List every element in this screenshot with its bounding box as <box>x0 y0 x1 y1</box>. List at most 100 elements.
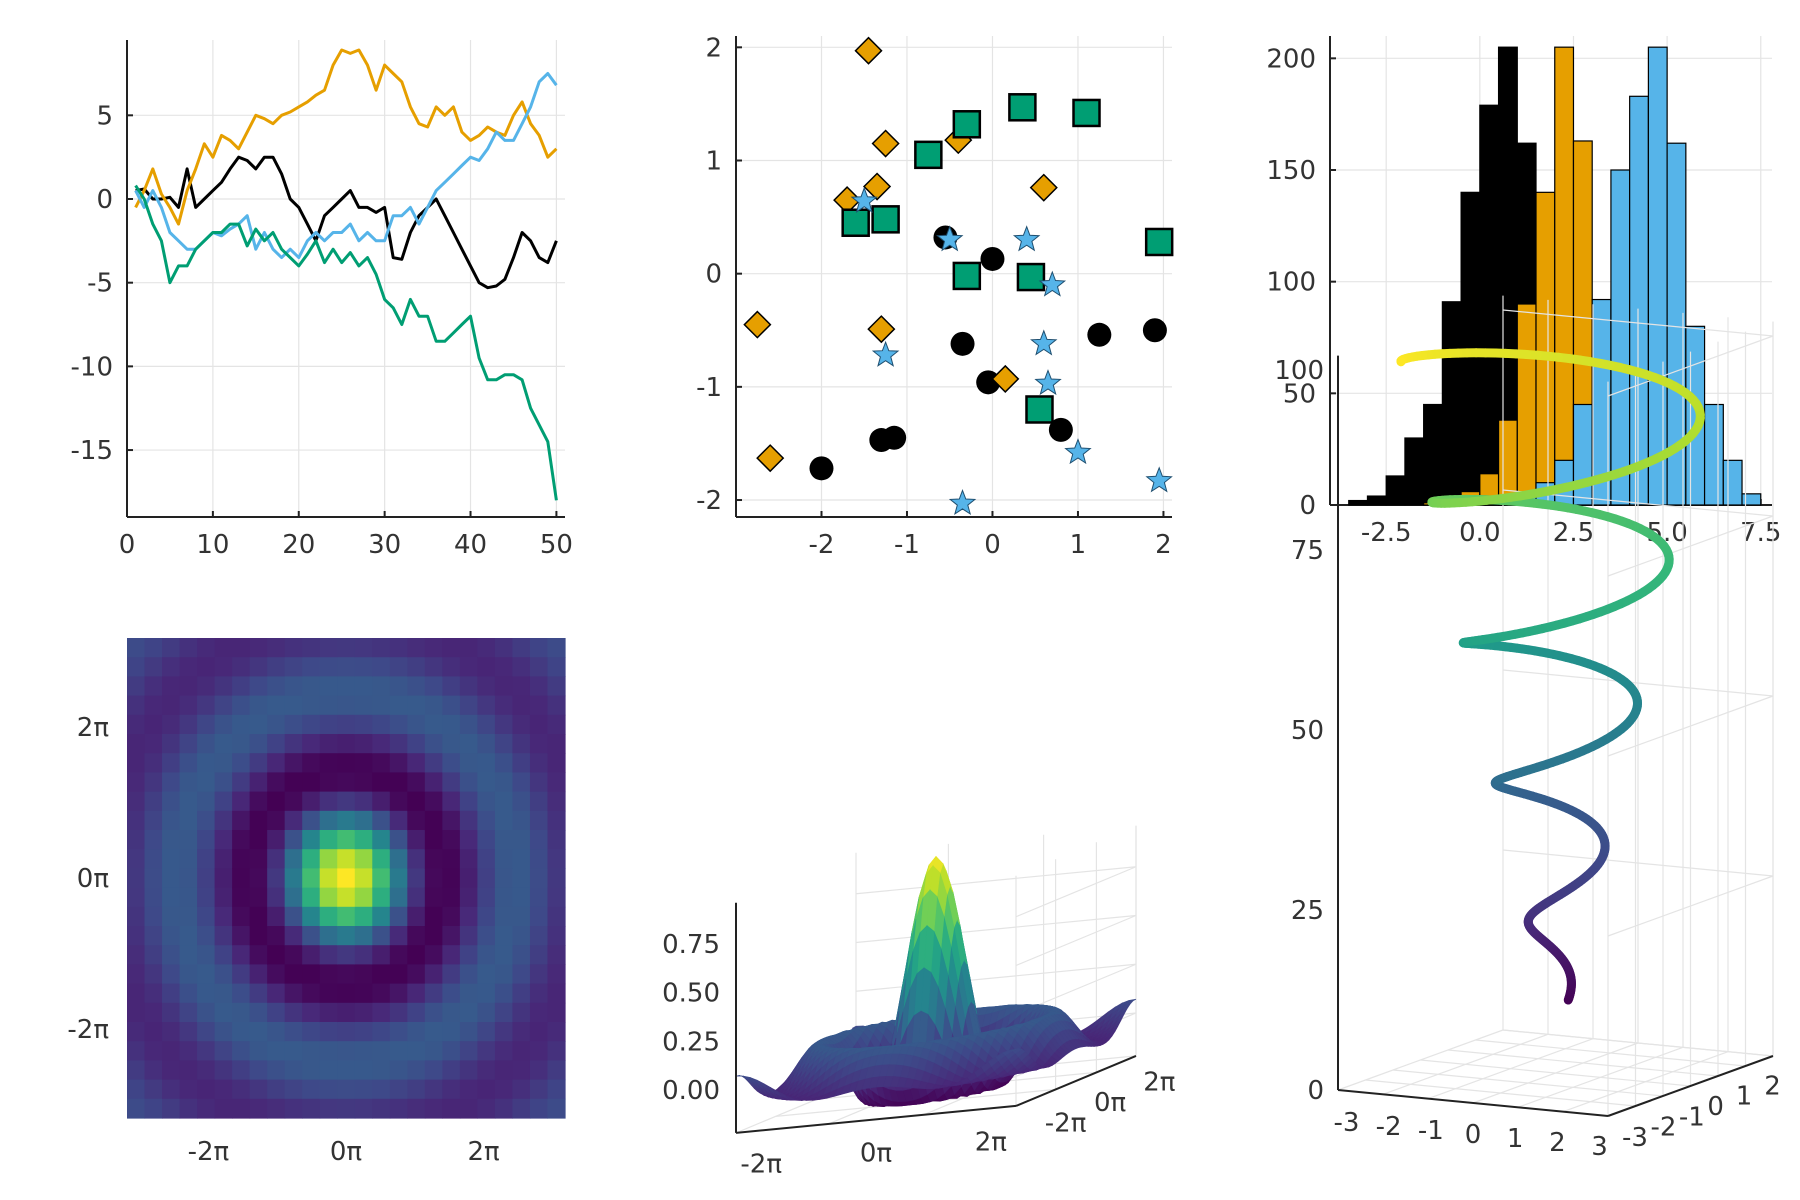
heatmap-cell <box>127 695 146 716</box>
y-tick-label: 5 <box>96 101 113 131</box>
heatmap-cell <box>144 1098 163 1119</box>
heatmap-cell <box>442 772 461 793</box>
heatmap-cell <box>232 1098 251 1119</box>
heatmap-cell <box>407 868 426 889</box>
heatmap-cell <box>547 791 566 812</box>
histogram-bar-blue <box>1647 46 1668 506</box>
heatmap-cell <box>424 1079 443 1100</box>
heatmap-cell <box>214 887 233 908</box>
heatmap-cell <box>407 1098 426 1119</box>
heatmap-cell <box>302 714 321 735</box>
heatmap-cell <box>372 1060 391 1081</box>
heatmap-cell <box>302 849 321 869</box>
heatmap-cell <box>337 983 356 1004</box>
heatmap-cell <box>144 1022 163 1042</box>
heatmap-cell <box>494 638 514 658</box>
heatmap-cell <box>424 695 443 716</box>
heatmap-cell <box>302 753 321 773</box>
heatmap-cell <box>179 772 198 793</box>
x-tick-label: 2.5 <box>1553 518 1594 548</box>
heatmap-cell <box>144 676 163 697</box>
y-tick-label: 2π <box>77 713 109 743</box>
heatmap-cell <box>494 830 514 850</box>
heatmap-cell <box>214 714 233 735</box>
heatmap-cell <box>319 1002 338 1023</box>
x-tick-label: -2π <box>740 1149 782 1179</box>
heatmap-cell <box>214 791 233 812</box>
heatmap-cell <box>319 695 338 716</box>
heatmap-cell <box>162 695 181 716</box>
heatmap-cell <box>127 791 146 812</box>
heatmap-cell <box>442 753 461 773</box>
heatmap-cell <box>547 1079 566 1100</box>
heatmap-cell <box>179 868 198 889</box>
heatmap-cell <box>144 983 163 1004</box>
heatmap-cell <box>494 753 514 773</box>
heatmap-cell <box>529 810 549 831</box>
heatmap-cell <box>162 772 181 793</box>
y-tick-label: -10 <box>71 352 113 382</box>
y-tick-label: -1 <box>696 373 722 403</box>
heatmap-cell <box>144 810 163 831</box>
heatmap-cell <box>424 906 443 927</box>
heatmap-cell <box>267 983 286 1004</box>
heatmap-cell <box>372 906 391 927</box>
heatmap-cell <box>144 791 163 812</box>
heatmap-cell <box>267 714 286 735</box>
y-tick-label: 0 <box>96 185 113 215</box>
heatmap-cell <box>354 1002 373 1023</box>
heatmap-cell <box>494 695 514 716</box>
heatmap-cell <box>302 1041 321 1061</box>
line-series-orange <box>134 48 558 226</box>
heatmap-cell <box>249 657 268 677</box>
heatmap-cell <box>477 945 496 965</box>
heatmap-cell <box>512 906 531 927</box>
heatmap-cell <box>459 983 478 1004</box>
heatmap-cell <box>547 1002 566 1023</box>
heatmap-cell <box>389 734 408 754</box>
heatmap-cell <box>354 638 373 658</box>
heatmap-cell <box>372 1098 391 1119</box>
heatmap-cell <box>127 849 146 869</box>
heatmap-cell <box>442 1098 461 1119</box>
heatmap-cell <box>389 1041 408 1061</box>
heatmap-cell <box>529 1022 549 1042</box>
heatmap-cell <box>389 657 408 677</box>
heatmap-cell <box>127 714 146 735</box>
heatmap-cell <box>424 657 443 677</box>
heatmap-cell <box>162 714 181 735</box>
heatmap-cell <box>442 906 461 927</box>
heatmap-cell <box>424 926 443 946</box>
heatmap-cell <box>354 791 373 812</box>
histogram-bar-black <box>1385 475 1406 506</box>
heatmap-cell <box>214 1079 233 1100</box>
heatmap-cell <box>442 810 461 831</box>
heatmap-cell <box>232 695 251 716</box>
z-tick-label: 0.00 <box>662 1076 720 1106</box>
heatmap-cell <box>267 1041 286 1061</box>
line-series-blue <box>134 72 558 260</box>
heatmap-cell <box>407 695 426 716</box>
heatmap-cell <box>232 714 251 735</box>
grid-line-z <box>1502 669 1774 757</box>
heatmap-cell <box>389 849 408 869</box>
scatter-point-star <box>1030 329 1058 356</box>
heatmap-cell <box>512 945 531 965</box>
scatter-point-diamond <box>1029 173 1058 202</box>
scatter-point-square <box>914 140 943 170</box>
heatmap-cell <box>459 1079 478 1100</box>
heatmap-cell <box>477 714 496 735</box>
x-tick-label: 1 <box>1070 530 1087 560</box>
heatmap-cell <box>459 695 478 716</box>
heatmap-cell <box>442 1002 461 1023</box>
heatmap-cell <box>197 695 216 716</box>
heatmap-cell <box>302 810 321 831</box>
grid-line-z <box>1502 1029 1774 1117</box>
heatmap-cell <box>214 657 233 677</box>
heatmap-cell <box>547 906 566 927</box>
heatmap-cell <box>284 1060 303 1081</box>
heatmap-cell <box>354 657 373 677</box>
heatmap-cell <box>547 964 566 985</box>
heatmap-cell <box>302 1002 321 1023</box>
